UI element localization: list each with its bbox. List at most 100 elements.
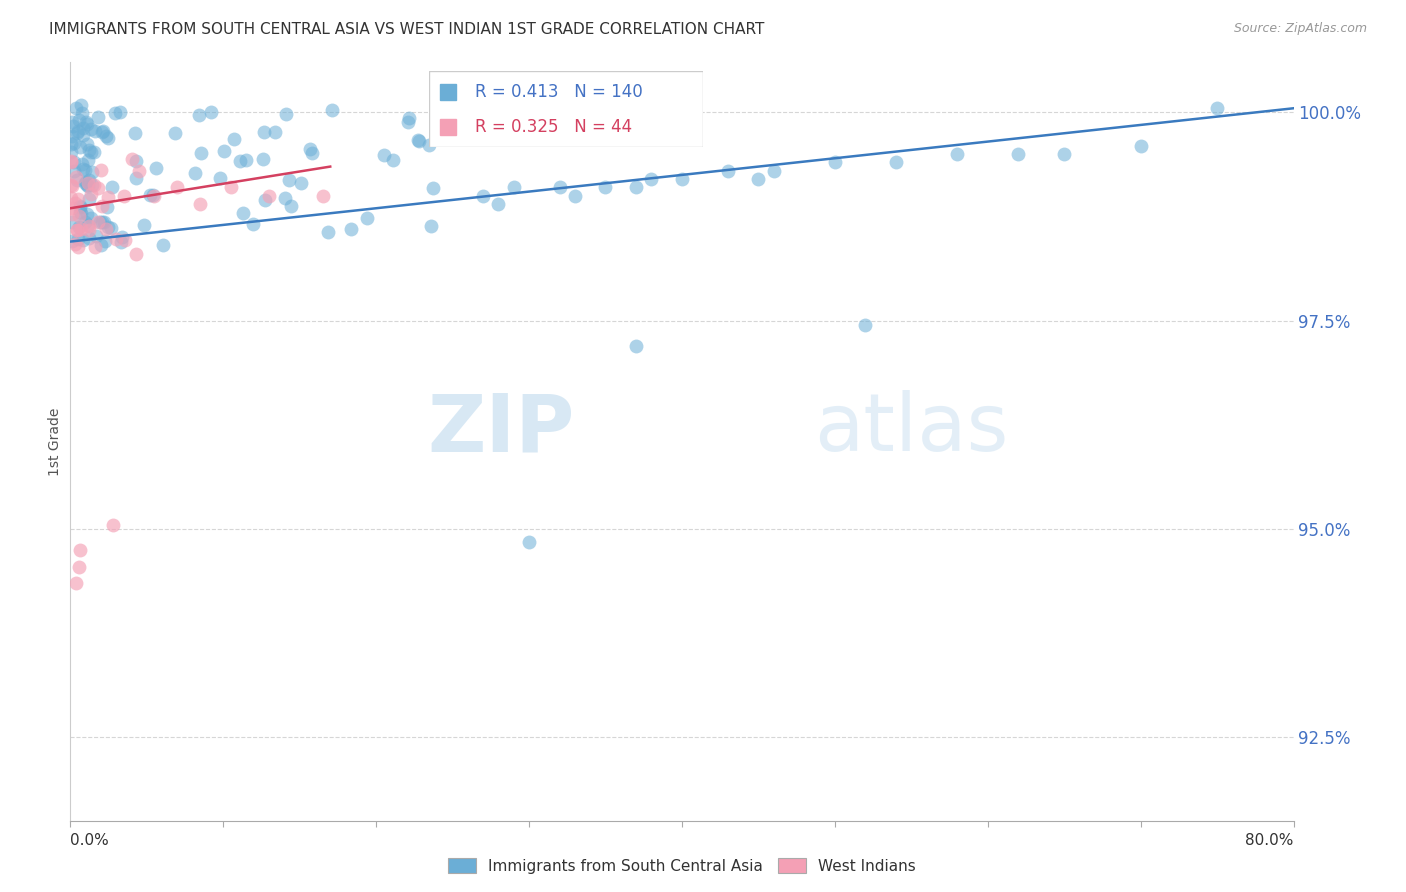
Point: [125, 171, 148, 186]
Point: [66, 126, 89, 140]
Point: [65, 101, 87, 115]
Point: [90, 237, 112, 252]
Point: [80, 165, 103, 179]
Point: [65, 576, 87, 591]
Point: [422, 181, 444, 195]
Point: [595, 180, 617, 194]
Point: [72, 162, 94, 177]
Point: [143, 188, 166, 202]
Point: [340, 222, 363, 236]
Point: [67, 113, 90, 128]
Point: [93, 215, 115, 229]
Point: [83, 145, 105, 160]
Text: 80.0%: 80.0%: [1246, 833, 1294, 848]
Point: [79, 173, 101, 187]
FancyBboxPatch shape: [429, 71, 703, 147]
Point: [76, 178, 98, 193]
Point: [242, 217, 264, 231]
Point: [472, 188, 495, 202]
Point: [114, 233, 136, 247]
Point: [72, 121, 94, 136]
Point: [91, 199, 114, 213]
Point: [86, 214, 108, 228]
Point: [356, 211, 378, 226]
Point: [101, 517, 124, 532]
Point: [316, 225, 339, 239]
Point: [884, 155, 907, 169]
Point: [298, 142, 321, 156]
Point: [60, 155, 83, 169]
Point: [62, 215, 84, 229]
Point: [72, 157, 94, 171]
Point: [252, 153, 274, 167]
Point: [762, 163, 785, 178]
Point: [139, 187, 162, 202]
Point: [60, 114, 83, 128]
Point: [63, 155, 86, 169]
Point: [77, 231, 100, 245]
Point: [69, 204, 91, 219]
Point: [184, 166, 207, 180]
Point: [548, 180, 571, 194]
Point: [290, 176, 312, 190]
Point: [187, 108, 209, 122]
Point: [69, 542, 91, 557]
Point: [274, 191, 297, 205]
Point: [67, 240, 90, 254]
Point: [77, 219, 100, 234]
Point: [855, 318, 877, 332]
Point: [105, 232, 128, 246]
Point: [80, 145, 103, 159]
Point: [90, 215, 112, 229]
Point: [564, 188, 586, 202]
Point: [76, 137, 98, 152]
Point: [747, 172, 769, 186]
Point: [212, 144, 235, 158]
Point: [63, 164, 86, 178]
Point: [75, 114, 97, 128]
Point: [200, 104, 222, 119]
Point: [90, 125, 112, 139]
Point: [75, 215, 97, 229]
Point: [420, 219, 443, 233]
Point: [94, 221, 117, 235]
Point: [398, 112, 420, 126]
Point: [1053, 147, 1076, 161]
Point: [1129, 138, 1152, 153]
Point: [101, 180, 124, 194]
Point: [60, 154, 83, 169]
Point: [70, 222, 93, 236]
Point: [65, 173, 87, 187]
Text: IMMIGRANTS FROM SOUTH CENTRAL ASIA VS WEST INDIAN 1ST GRADE CORRELATION CHART: IMMIGRANTS FROM SOUTH CENTRAL ASIA VS WE…: [49, 22, 765, 37]
Point: [67, 192, 90, 206]
Point: [60, 145, 83, 160]
Text: Source: ZipAtlas.com: Source: ZipAtlas.com: [1233, 22, 1367, 36]
Point: [60, 206, 83, 220]
Point: [145, 161, 167, 175]
Point: [104, 105, 127, 120]
Point: [121, 152, 143, 166]
Point: [280, 198, 302, 212]
Point: [624, 180, 647, 194]
Point: [63, 136, 86, 150]
Text: atlas: atlas: [814, 390, 1008, 468]
Point: [276, 107, 298, 121]
Point: [69, 199, 91, 213]
Point: [60, 136, 83, 151]
Point: [84, 228, 107, 243]
Point: [229, 153, 252, 168]
Point: [301, 146, 323, 161]
Point: [124, 126, 146, 140]
Point: [66, 222, 89, 236]
Point: [60, 128, 83, 143]
Point: [63, 237, 86, 252]
Point: [66, 222, 89, 236]
Point: [165, 126, 187, 140]
Point: [110, 105, 132, 120]
Point: [946, 147, 969, 161]
Text: R = 0.413   N = 140: R = 0.413 N = 140: [475, 83, 643, 101]
Point: [321, 103, 343, 117]
Point: [84, 240, 107, 254]
Point: [253, 194, 276, 208]
Point: [60, 201, 83, 215]
